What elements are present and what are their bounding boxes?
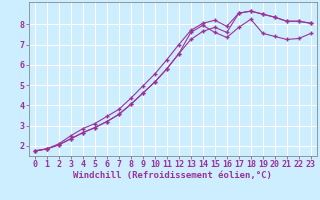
X-axis label: Windchill (Refroidissement éolien,°C): Windchill (Refroidissement éolien,°C) bbox=[73, 171, 272, 180]
